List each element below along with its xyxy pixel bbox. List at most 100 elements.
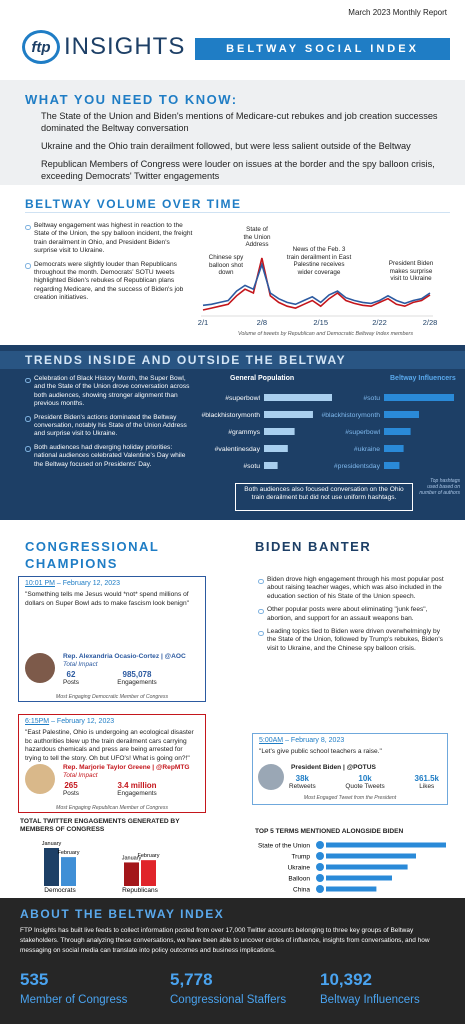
stat-label: Posts	[63, 679, 79, 686]
brand: INSIGHTS	[64, 33, 186, 60]
legend-label: February	[57, 850, 79, 856]
term-icon	[316, 852, 324, 860]
chart-caption: Volume of tweets by Republican and Democ…	[237, 331, 414, 337]
stat-value: 10,392	[320, 970, 372, 989]
item-text: The State of the Union and Biden's menti…	[41, 111, 438, 133]
bullet: President Biden's actions dominated the …	[25, 414, 195, 439]
legend-label: February	[137, 853, 159, 859]
y-tick-label: #superbowl	[225, 395, 260, 402]
y-tick-label: #blackhistorymonth	[201, 412, 260, 419]
tweet-card: 10:01 PM – February 12, 2023 "Something t…	[18, 576, 206, 702]
tweet-text: "Let's give public school teachers a rai…	[259, 748, 382, 755]
tweet-date: February 8, 2023	[290, 737, 345, 744]
tweet-time: 5:00AM	[259, 737, 284, 744]
avatar	[25, 764, 55, 794]
y-tick-label: Trump	[291, 854, 310, 861]
bar	[326, 842, 446, 848]
x-tick-label: 2/8	[257, 318, 267, 327]
tweet-card: 6:15PM – February 12, 2023 "East Palestin…	[18, 714, 206, 813]
annotation: News of the Feb. 3 train derailment in E…	[286, 246, 352, 276]
y-tick-label: Balloon	[288, 876, 310, 883]
stat-value: 5,778	[170, 970, 213, 989]
y-tick-label: #sotu	[243, 463, 260, 470]
impact-label: Total Impact	[63, 661, 98, 668]
bar	[326, 853, 416, 859]
bullet: Other popular posts were about eliminati…	[258, 606, 448, 623]
stat-value: 985,078	[122, 670, 152, 679]
tweet-stat: 38k Retweets	[289, 774, 316, 790]
term-icon	[316, 841, 324, 849]
stat-label: Quote Tweets	[345, 783, 385, 790]
tweet-timestamp: 10:01 PM – February 12, 2023	[25, 580, 120, 587]
x-tick-label: 2/15	[313, 318, 328, 327]
bullet: Beltway engagement was highest in reacti…	[25, 222, 195, 256]
about-stats: 535 Member of Congress 5,778 Congressional …	[20, 970, 450, 1006]
stat-value: 62	[66, 670, 76, 679]
stat-value: 265	[64, 781, 78, 790]
stat-value: 361.5k	[414, 774, 439, 783]
section-title: WHAT YOU NEED TO KNOW:	[25, 92, 238, 107]
impact-label: Total Impact	[63, 772, 98, 779]
bar	[384, 462, 400, 469]
stat-value: 3.4 million	[117, 781, 157, 790]
tweet-caption: Most Engaged Tweet from the President	[303, 795, 397, 801]
bar	[264, 462, 278, 469]
stat-label: Retweets	[289, 783, 316, 790]
y-tick-label: #sotu	[363, 395, 380, 402]
section-title: BELTWAY VOLUME OVER TIME	[25, 197, 242, 211]
banner: BELTWAY SOCIAL INDEX	[195, 38, 450, 60]
about-stat: 10,392 Beltway Influencers	[320, 970, 450, 1006]
bullet: Both audiences had diverging holiday pri…	[25, 444, 195, 469]
list-item: Ukraine and the Ohio train derailment fo…	[25, 140, 450, 152]
logo: ftp	[22, 30, 60, 64]
y-tick-label: Ukraine	[288, 865, 311, 872]
avatar	[25, 653, 55, 683]
about-text: FTP Insights has built live feeds to col…	[20, 927, 430, 954]
x-tick-label: 2/28	[423, 318, 438, 327]
legend-label: January	[122, 855, 142, 861]
chart-note: Top hashtags used based on number of aut…	[419, 478, 460, 496]
tweet-text: "East Palestine, Ohio is undergoing an e…	[25, 729, 194, 762]
tweet-timestamp: 6:15PM – February 12, 2023	[25, 718, 115, 725]
biden-bullets: Biden drove high engagement through his …	[258, 576, 448, 658]
bar	[326, 864, 408, 870]
series-line	[202, 261, 431, 307]
annotation: President Biden makes surprise visit to …	[388, 260, 434, 282]
item-text: Republican Members of Congress were loud…	[41, 159, 435, 181]
stat-label: Likes	[419, 783, 435, 790]
chart-title: Beltway Influencers	[390, 375, 456, 382]
bar	[384, 411, 419, 418]
section-title: CONGRESSIONAL CHAMPIONS	[25, 539, 160, 571]
need-to-know-list: The State of the Union and Biden's menti…	[25, 110, 450, 188]
x-tick-label: 2/22	[372, 318, 387, 327]
tweet-date: February 12, 2023	[62, 580, 120, 587]
tweet-time: 10:01 PM	[25, 580, 55, 587]
bar	[264, 428, 295, 435]
stat-value: 10k	[358, 774, 372, 783]
volume-bullets: Beltway engagement was highest in reacti…	[25, 222, 195, 308]
bar	[384, 445, 404, 452]
stat-label: Beltway Influencers	[320, 994, 420, 1006]
item-text: Ukraine and the Ohio train derailment fo…	[41, 141, 411, 151]
y-tick-label: State of the Union	[258, 843, 310, 850]
bar	[264, 445, 288, 452]
bar	[61, 857, 76, 886]
annotation: Chinese spy balloon shot down	[208, 254, 244, 276]
about-stat: 535 Member of Congress	[20, 970, 150, 1006]
term-icon	[316, 863, 324, 871]
bar	[326, 886, 377, 892]
x-tick-label: 2/1	[198, 318, 208, 327]
avatar	[258, 764, 284, 790]
need-to-know-section	[0, 80, 465, 185]
section-title: BIDEN BANTER	[255, 539, 372, 554]
bullet: Celebration of Black History Month, the …	[25, 375, 195, 409]
bullet: Democrats were slightly louder than Repu…	[25, 261, 195, 303]
note-box: Both audiences also focused conversation…	[235, 483, 413, 511]
y-tick-label: China	[293, 887, 310, 894]
hashtag-charts: General Population #superbowl #blackhistor…	[201, 375, 456, 470]
bullet: Leading topics tied to Biden were driven…	[258, 628, 448, 653]
section-title: TRENDS INSIDE AND OUTSIDE THE BELTWAY	[25, 353, 347, 367]
term-icon	[316, 885, 324, 893]
divider	[25, 212, 450, 213]
stat-label: Member of Congress	[20, 994, 128, 1006]
